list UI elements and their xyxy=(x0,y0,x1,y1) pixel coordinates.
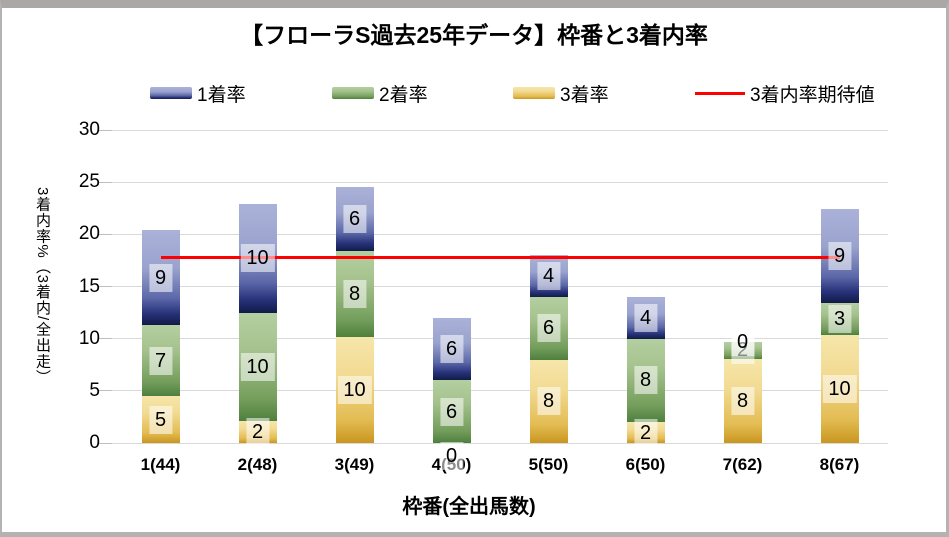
y-axis-title: 3着内率%（3着内/全出走） xyxy=(34,187,51,386)
x-tick-label: 2(48) xyxy=(237,455,278,474)
data-label-2着率-1(44): 7 xyxy=(148,346,173,375)
y-tick-label: 15 xyxy=(78,275,100,297)
y-axis-tick xyxy=(98,129,112,131)
data-label-2着率-5(50): 6 xyxy=(536,314,561,343)
data-label-1着率-8(67): 9 xyxy=(827,242,852,271)
gridline xyxy=(112,181,888,183)
third-rate-swatch-icon xyxy=(513,87,555,99)
data-label-3着率-4(50): 0 xyxy=(439,442,464,470)
data-label-1着率-1(44): 9 xyxy=(148,263,173,292)
gridline xyxy=(112,286,888,287)
gridline xyxy=(112,390,888,392)
y-axis-tick xyxy=(98,181,112,183)
legend: 1着率 2着率 3着率 3着内率期待値 xyxy=(2,80,946,106)
gridline xyxy=(112,442,888,444)
y-tick-label: 0 xyxy=(89,432,100,453)
legend-item-win-rate: 1着率 xyxy=(150,80,246,106)
data-label-2着率-6(50): 8 xyxy=(633,366,658,395)
y-tick-label: 20 xyxy=(78,223,100,245)
y-axis-tick xyxy=(98,442,112,444)
x-tick-label: 7(62) xyxy=(722,455,763,474)
data-label-3着率-5(50): 8 xyxy=(536,387,561,416)
second-rate-swatch-icon xyxy=(332,87,374,99)
data-label-3着率-7(62): 8 xyxy=(730,386,755,415)
data-label-2着率-8(67): 3 xyxy=(827,304,852,333)
data-label-1着率-2(48): 10 xyxy=(240,244,275,273)
x-tick-label: 5(50) xyxy=(528,455,569,474)
y-tick-label: 25 xyxy=(78,171,100,193)
x-tick-label: 1(44) xyxy=(140,455,181,474)
data-label-1着率-4(50): 6 xyxy=(439,335,464,364)
y-tick-label: 5 xyxy=(89,379,100,401)
expected-value-line xyxy=(160,255,840,259)
data-label-3着率-1(44): 5 xyxy=(148,405,173,434)
data-label-2着率-2(48): 10 xyxy=(240,352,275,381)
data-label-3着率-2(48): 2 xyxy=(245,418,270,447)
y-axis-tick xyxy=(98,390,112,392)
y-axis-tick xyxy=(98,286,112,287)
data-label-3着率-3(49): 10 xyxy=(337,375,372,404)
data-label-3着率-6(50): 2 xyxy=(633,418,658,447)
x-axis-title: 枠番(全出馬数) xyxy=(402,496,536,518)
legend-item-second-rate: 2着率 xyxy=(332,80,428,106)
gridline xyxy=(112,233,888,235)
legend-label: 3着率 xyxy=(560,84,609,106)
legend-label: 1着率 xyxy=(197,84,246,106)
chart-title: 【フローラS過去25年データ】枠番と3着内率 xyxy=(240,22,708,48)
y-tick-label: 10 xyxy=(78,327,100,349)
win-rate-swatch-icon xyxy=(150,87,192,99)
data-label-1着率-7(62): 0 xyxy=(730,327,755,356)
plot-area: 0510152025301(44)2(48)3(49)4(50)5(50)6(5… xyxy=(79,119,888,474)
legend-label: 3着内率期待値 xyxy=(750,84,875,106)
x-tick-label: 8(67) xyxy=(819,455,860,474)
legend-label: 2着率 xyxy=(379,84,428,106)
y-tick-label: 30 xyxy=(78,119,100,140)
gridline xyxy=(112,129,888,131)
x-tick-label: 6(50) xyxy=(625,455,666,474)
data-label-2着率-3(49): 8 xyxy=(342,279,367,308)
gridline xyxy=(112,338,888,340)
x-tick-label: 3(49) xyxy=(334,455,375,474)
expected-line-swatch-icon xyxy=(695,91,745,95)
legend-item-third-rate: 3着率 xyxy=(513,80,609,106)
y-axis-tick xyxy=(98,233,112,235)
data-label-1着率-3(49): 6 xyxy=(342,205,367,234)
y-axis-tick xyxy=(98,338,112,340)
data-label-2着率-4(50): 6 xyxy=(439,397,464,426)
data-label-1着率-5(50): 4 xyxy=(536,262,561,291)
legend-item-expected-line: 3着内率期待値 xyxy=(695,80,875,106)
data-label-1着率-6(50): 4 xyxy=(633,303,658,332)
data-label-3着率-8(67): 10 xyxy=(822,374,857,403)
